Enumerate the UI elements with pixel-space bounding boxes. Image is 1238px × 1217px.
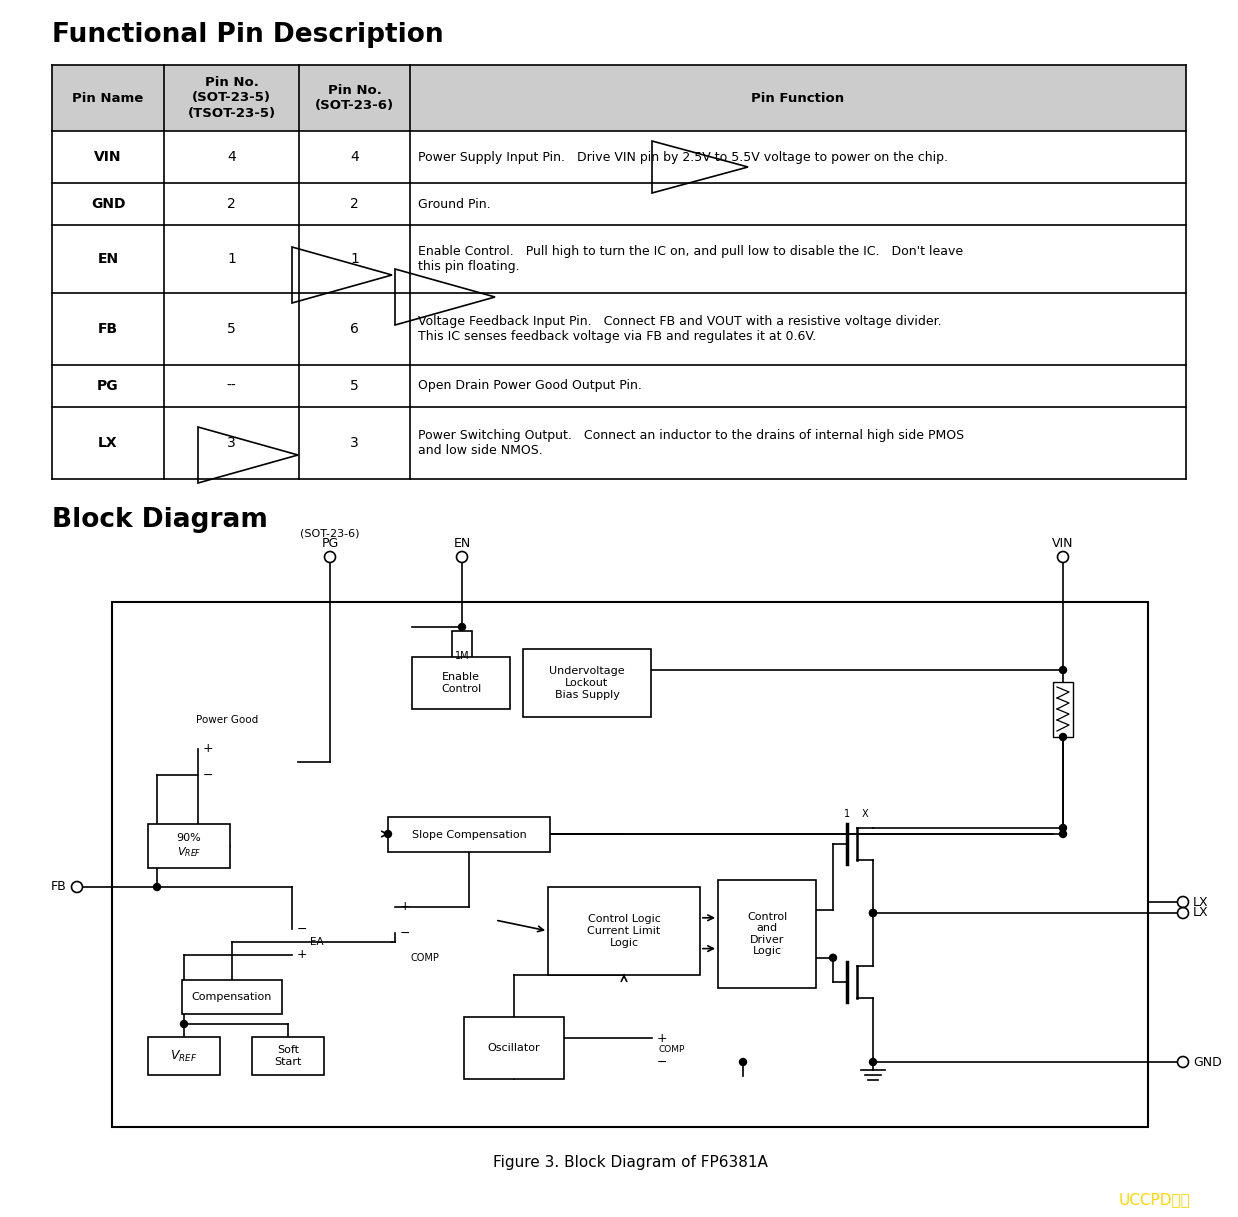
Text: −: − (203, 768, 213, 781)
Text: LX: LX (98, 436, 118, 450)
Text: (SOT-23-6): (SOT-23-6) (301, 529, 360, 539)
Text: Enable
Control: Enable Control (441, 672, 482, 694)
Text: −: − (656, 1055, 667, 1069)
Text: $V_{REF}$: $V_{REF}$ (171, 1049, 198, 1064)
Text: 2: 2 (227, 197, 236, 211)
Circle shape (1060, 830, 1066, 837)
Text: Pin Name: Pin Name (72, 91, 144, 105)
Text: COMP: COMP (659, 1045, 685, 1054)
Text: Pin No.
(SOT-23-5)
(TSOT-23-5): Pin No. (SOT-23-5) (TSOT-23-5) (187, 77, 276, 119)
Circle shape (869, 909, 877, 916)
Text: −: − (400, 926, 410, 940)
Circle shape (1060, 667, 1066, 673)
Bar (452, 630, 472, 682)
Text: LX: LX (1193, 907, 1208, 920)
Text: 4: 4 (227, 150, 236, 164)
Text: FB: FB (98, 323, 118, 336)
Text: +: + (400, 901, 410, 914)
Bar (522, 649, 651, 717)
Text: Functional Pin Description: Functional Pin Description (52, 22, 443, 47)
Bar (412, 657, 510, 710)
Text: EA: EA (311, 937, 324, 947)
Text: Control Logic
Current Limit
Logic: Control Logic Current Limit Logic (587, 914, 661, 948)
Text: Figure 3. Block Diagram of FP6381A: Figure 3. Block Diagram of FP6381A (493, 1155, 768, 1170)
Circle shape (1060, 734, 1066, 740)
Text: Block Diagram: Block Diagram (52, 507, 267, 533)
Text: Control
and
Driver
Logic: Control and Driver Logic (747, 912, 787, 957)
Circle shape (829, 954, 837, 961)
Text: PG: PG (98, 378, 119, 393)
Text: −: − (297, 922, 307, 936)
Text: Power Good: Power Good (196, 716, 259, 725)
Text: EN: EN (98, 252, 119, 267)
Text: 1: 1 (227, 252, 236, 267)
Text: FB: FB (51, 881, 67, 893)
Text: Pin Function: Pin Function (751, 91, 844, 105)
Bar (149, 1037, 220, 1075)
Text: Power Supply Input Pin.   Drive VIN pin by 2.5V to 5.5V voltage to power on the : Power Supply Input Pin. Drive VIN pin by… (418, 151, 948, 163)
Text: 90%
$V_{REF}$: 90% $V_{REF}$ (177, 834, 202, 859)
Text: 1M: 1M (454, 651, 469, 661)
Text: Slope Compensation: Slope Compensation (411, 830, 526, 840)
Text: Compensation: Compensation (192, 992, 272, 1002)
Text: Enable Control.   Pull high to turn the IC on, and pull low to disable the IC.  : Enable Control. Pull high to turn the IC… (418, 245, 963, 273)
Text: 4: 4 (350, 150, 359, 164)
Bar (149, 824, 230, 868)
Text: Soft
Start: Soft Start (275, 1045, 302, 1067)
Circle shape (739, 1059, 747, 1066)
Circle shape (385, 830, 391, 837)
Text: Undervoltage
Lockout
Bias Supply: Undervoltage Lockout Bias Supply (550, 667, 625, 700)
Text: +: + (297, 948, 307, 961)
Text: Pin No.
(SOT-23-6): Pin No. (SOT-23-6) (314, 84, 394, 112)
Text: LX: LX (1193, 896, 1208, 909)
Text: VIN: VIN (94, 150, 121, 164)
Text: UCCPD论坛: UCCPD论坛 (1118, 1193, 1190, 1207)
Bar (464, 1017, 565, 1079)
Circle shape (154, 884, 161, 891)
Text: --: -- (227, 378, 236, 393)
Text: 5: 5 (350, 378, 359, 393)
Text: VIN: VIN (1052, 537, 1073, 550)
Bar (111, 602, 1148, 1127)
Bar (253, 1037, 324, 1075)
Circle shape (869, 1059, 877, 1066)
Bar (52, 65, 1186, 131)
Bar (548, 887, 699, 975)
Text: X: X (862, 809, 868, 819)
Text: EN: EN (453, 537, 470, 550)
Text: COMP: COMP (411, 953, 439, 963)
Text: 1: 1 (844, 809, 851, 819)
Bar (718, 880, 816, 988)
Text: 3: 3 (350, 436, 359, 450)
Bar (1054, 682, 1073, 738)
Text: 6: 6 (350, 323, 359, 336)
Circle shape (869, 909, 877, 916)
Text: +: + (656, 1032, 667, 1044)
Text: Voltage Feedback Input Pin.   Connect FB and VOUT with a resistive voltage divid: Voltage Feedback Input Pin. Connect FB a… (418, 315, 942, 343)
Text: GND: GND (90, 197, 125, 211)
Text: Oscillator: Oscillator (488, 1043, 540, 1053)
Bar (387, 817, 550, 852)
Text: 5: 5 (227, 323, 236, 336)
Circle shape (1060, 824, 1066, 831)
Text: PG: PG (322, 537, 339, 550)
Text: 3: 3 (227, 436, 236, 450)
Text: Open Drain Power Good Output Pin.: Open Drain Power Good Output Pin. (418, 380, 641, 393)
Circle shape (458, 623, 465, 630)
Text: Power Switching Output.   Connect an inductor to the drains of internal high sid: Power Switching Output. Connect an induc… (418, 430, 964, 458)
Text: GND: GND (1193, 1055, 1222, 1069)
Text: Ground Pin.: Ground Pin. (418, 197, 490, 211)
Text: 1: 1 (350, 252, 359, 267)
Bar (182, 980, 282, 1014)
Circle shape (181, 1021, 187, 1027)
Text: 2: 2 (350, 197, 359, 211)
Text: +: + (203, 742, 213, 756)
